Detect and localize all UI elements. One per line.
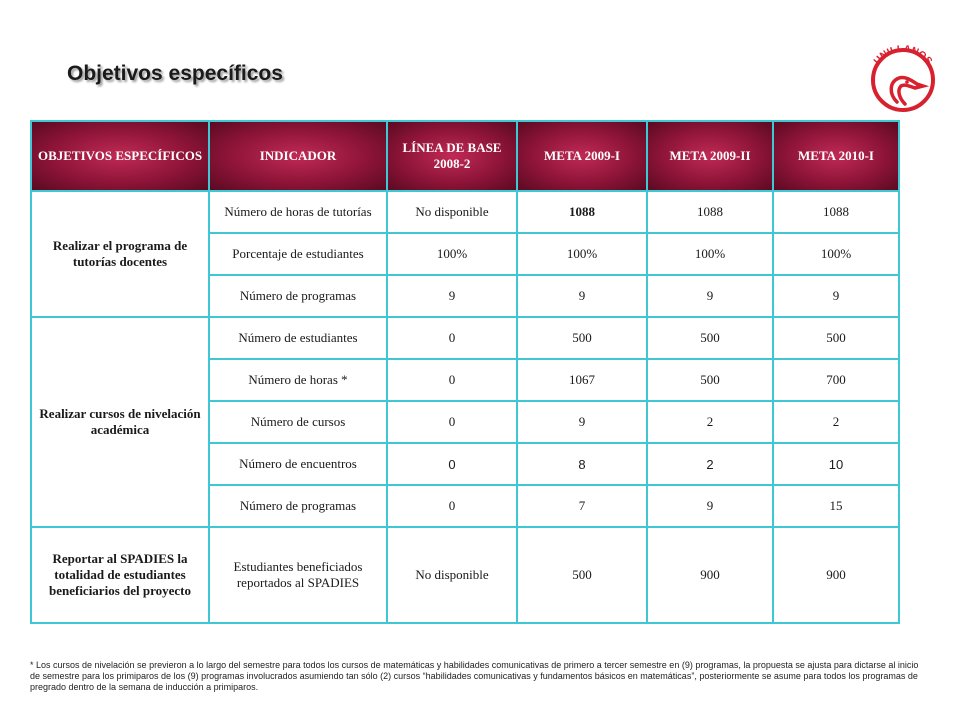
meta-2009-2-cell: 500 — [646, 358, 774, 402]
baseline-cell: 9 — [386, 274, 518, 318]
indicator-cell: Porcentaje de estudiantes — [208, 232, 388, 276]
meta-2010-1-cell: 900 — [772, 526, 900, 624]
meta-2009-1-cell: 500 — [516, 526, 648, 624]
header-meta-2010-1: META 2010-I — [772, 120, 900, 192]
meta-2009-1-cell: 500 — [516, 316, 648, 360]
table-row: Número de cursos 0 9 2 2 — [31, 400, 900, 444]
baseline-cell: 0 — [386, 400, 518, 444]
meta-2010-1-cell: 9 — [772, 274, 900, 318]
meta-2009-1-cell: 1088 — [516, 190, 648, 234]
table-row: Realizar cursos de nivelación académica … — [30, 316, 900, 528]
header-indicador: INDICADOR — [208, 120, 388, 192]
baseline-cell: 0 — [386, 442, 518, 486]
svg-text:UNILLANOS: UNILLANOS — [872, 44, 934, 67]
meta-2010-1-cell: 1088 — [772, 190, 900, 234]
table-row: Realizar el programa de tutorías docente… — [30, 190, 900, 318]
meta-2010-1-cell: 500 — [772, 316, 900, 360]
header-objetivos: OBJETIVOS ESPECÍFICOS — [30, 120, 210, 192]
meta-2009-1-cell: 9 — [516, 400, 648, 444]
table-row: Número de encuentros 0 8 2 10 — [31, 442, 900, 486]
indicator-cell: Número de cursos — [208, 400, 388, 444]
meta-2009-2-cell: 9 — [646, 274, 774, 318]
meta-2009-1-cell: 7 — [516, 484, 648, 528]
indicator-cell: Número de horas * — [208, 358, 388, 402]
baseline-cell: No disponible — [386, 190, 518, 234]
meta-2010-1-cell: 10 — [772, 442, 900, 486]
header-meta-2009-2: META 2009-II — [646, 120, 774, 192]
meta-2010-1-cell: 100% — [772, 232, 900, 276]
table-row: Número de programas 9 9 9 9 — [31, 274, 900, 318]
objective-cell: Reportar al SPADIES la totalidad de estu… — [30, 526, 210, 624]
meta-2009-2-cell: 2 — [646, 400, 774, 444]
indicator-cell: Número de encuentros — [208, 442, 388, 486]
header-meta-2009-1: META 2009-I — [516, 120, 648, 192]
baseline-cell: 0 — [386, 358, 518, 402]
meta-2009-2-cell: 900 — [646, 526, 774, 624]
meta-2010-1-cell: 700 — [772, 358, 900, 402]
objectives-table: OBJETIVOS ESPECÍFICOS INDICADOR LÍNEA DE… — [30, 120, 900, 624]
meta-2009-1-cell: 9 — [516, 274, 648, 318]
unillanos-logo: UNILLANOS — [871, 44, 935, 112]
indicator-cell: Número de estudiantes — [208, 316, 388, 360]
table-row: Porcentaje de estudiantes 100% 100% 100%… — [31, 232, 900, 276]
table-row: Número de programas 0 7 9 15 — [31, 484, 900, 528]
meta-2009-2-cell: 500 — [646, 316, 774, 360]
baseline-cell: 0 — [386, 484, 518, 528]
page-title: Objetivos específicos — [67, 62, 283, 85]
header-linea-base: LÍNEA DE BASE 2008-2 — [386, 120, 518, 192]
meta-2009-1-cell: 100% — [516, 232, 648, 276]
table-row: Reportar al SPADIES la totalidad de estu… — [30, 526, 900, 624]
baseline-cell: No disponible — [386, 526, 518, 624]
indicator-cell: Estudiantes beneficiados reportados al S… — [208, 526, 388, 624]
logo-text: UNILLANOS — [872, 44, 934, 67]
meta-2009-1-cell: 8 — [516, 442, 648, 486]
table-row: Número de horas * 0 1067 500 700 — [31, 358, 900, 402]
objective-cell: Realizar cursos de nivelación académica — [30, 316, 210, 528]
objective-cell: Realizar el programa de tutorías docente… — [30, 190, 210, 318]
meta-2009-2-cell: 9 — [646, 484, 774, 528]
indicator-cell: Número de programas — [208, 484, 388, 528]
meta-2010-1-cell: 15 — [772, 484, 900, 528]
meta-2010-1-cell: 2 — [772, 400, 900, 444]
indicator-cell: Número de programas — [208, 274, 388, 318]
table-header-row: OBJETIVOS ESPECÍFICOS INDICADOR LÍNEA DE… — [30, 120, 900, 192]
meta-2009-2-cell: 1088 — [646, 190, 774, 234]
footnote: * Los cursos de nivelación se previeron … — [30, 660, 919, 692]
meta-2009-2-cell: 2 — [646, 442, 774, 486]
indicator-cell: Número de horas de tutorías — [208, 190, 388, 234]
meta-2009-2-cell: 100% — [646, 232, 774, 276]
baseline-cell: 0 — [386, 316, 518, 360]
baseline-cell: 100% — [386, 232, 518, 276]
meta-2009-1-cell: 1067 — [516, 358, 648, 402]
